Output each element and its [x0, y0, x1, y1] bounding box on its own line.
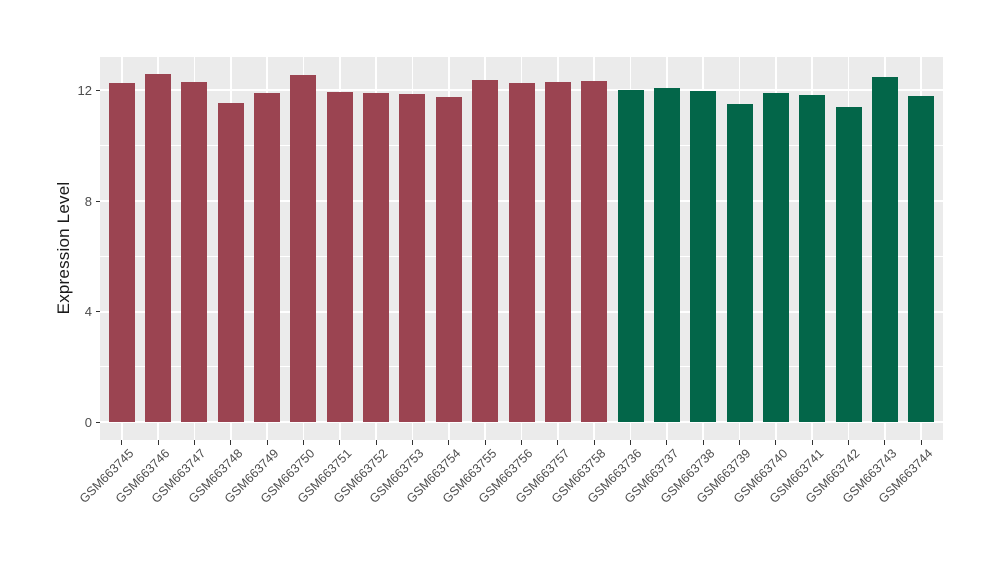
bar [908, 95, 935, 423]
x-tick-mark [630, 440, 631, 445]
x-tick-mark [339, 440, 341, 445]
y-tick-mark [95, 311, 100, 313]
x-tick-mark [121, 440, 123, 445]
y-tick-label: 8 [84, 193, 92, 209]
bar [363, 93, 390, 423]
bar [108, 82, 135, 423]
x-tick-mark [266, 440, 268, 445]
x-tick-mark [775, 440, 777, 445]
x-tick-mark [302, 440, 304, 445]
bar [762, 92, 789, 423]
bar [217, 102, 244, 423]
bar [254, 92, 281, 423]
bar [871, 76, 898, 423]
bar [290, 75, 317, 423]
bar [653, 87, 680, 423]
x-tick-mark [411, 440, 413, 445]
x-tick-mark [157, 440, 159, 445]
bar [544, 82, 571, 423]
x-tick-mark [557, 440, 559, 445]
x-tick-mark [739, 440, 741, 445]
x-tick-mark [521, 440, 522, 445]
x-tick-mark [848, 440, 850, 445]
bar [835, 107, 862, 423]
y-tick-label: 0 [84, 414, 92, 430]
y-tick-mark [95, 200, 100, 202]
bar [145, 73, 172, 423]
bar [799, 94, 826, 423]
bar [326, 91, 353, 423]
gridline-major [100, 421, 943, 424]
x-tick-mark [884, 440, 886, 445]
bar [472, 79, 499, 423]
x-tick-mark [230, 440, 232, 445]
y-tick-mark [95, 421, 100, 423]
plot-panel [100, 57, 943, 440]
x-tick-mark [448, 440, 450, 445]
x-tick-mark [375, 440, 377, 445]
bar [726, 104, 753, 423]
bar [181, 81, 208, 423]
x-tick-mark [666, 440, 668, 445]
bar [399, 93, 426, 423]
bar [581, 80, 608, 423]
x-tick-mark [920, 440, 922, 445]
x-tick-mark [593, 440, 595, 445]
x-tick-mark [484, 440, 486, 445]
bar [508, 82, 535, 423]
bar [617, 89, 644, 423]
y-tick-label: 4 [84, 304, 92, 320]
bar [435, 96, 462, 423]
x-tick-mark [193, 440, 195, 445]
x-tick-mark [702, 440, 704, 445]
bar [690, 91, 717, 423]
y-tick-label: 12 [77, 82, 92, 98]
x-tick-mark [811, 440, 813, 445]
y-tick-mark [95, 89, 100, 91]
